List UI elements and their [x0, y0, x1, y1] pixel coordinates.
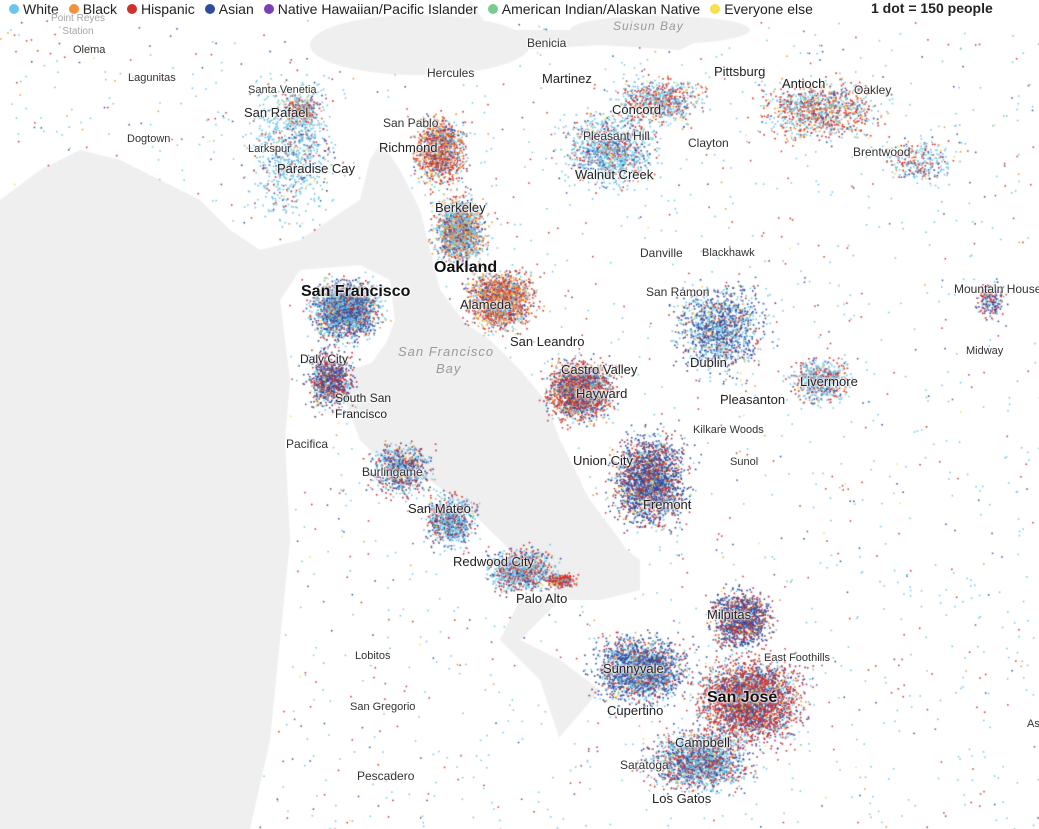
legend-label: White	[23, 1, 59, 17]
place-label-palo-alto: Palo Alto	[516, 591, 568, 606]
place-label-richmond: Richmond	[379, 140, 438, 155]
place-label-san-francisco: San Francisco	[301, 283, 411, 300]
legend-item-native: American Indian/Alaskan Native	[487, 1, 701, 17]
place-label-campbell: Campbell	[675, 735, 730, 750]
legend-scale: 1 dot = 150 people	[871, 0, 993, 16]
place-label-berkeley: Berkeley	[435, 200, 486, 215]
legend-label: Everyone else	[724, 1, 813, 17]
place-label-los-gatos: Los Gatos	[652, 791, 712, 806]
place-label-san-jose: San José	[707, 689, 778, 706]
place-label-san-rafael: San Rafael	[244, 105, 309, 120]
place-label-larkspur: Larkspur	[248, 143, 291, 155]
legend-item-hispanic: Hispanic	[127, 1, 195, 17]
place-label-daly-city: Daly City	[300, 352, 349, 366]
place-label-dublin: Dublin	[690, 355, 727, 370]
place-label-cupertino: Cupertino	[607, 703, 664, 718]
water-label-sf-bay-1: San Francisco	[398, 344, 495, 359]
place-label-clayton: Clayton	[688, 136, 729, 150]
legend-item-everyone-else: Everyone else	[710, 1, 813, 17]
place-label-south-sf-2: Francisco	[335, 407, 388, 421]
legend: White Black Hispanic Asian Native Hawaii…	[0, 0, 1039, 18]
place-label-union-city: Union City	[573, 453, 633, 468]
place-label-san-leandro: San Leandro	[510, 334, 585, 349]
pacific-islander-dot-icon	[263, 4, 274, 14]
place-label-brentwood: Brentwood	[853, 145, 911, 159]
legend-label: American Indian/Alaskan Native	[501, 1, 701, 17]
legend-label: Asian	[218, 1, 254, 17]
hispanic-dot-icon	[127, 4, 138, 14]
place-label-pleasanton: Pleasanton	[720, 392, 786, 407]
native-dot-icon	[487, 4, 498, 14]
place-label-midway: Midway	[966, 345, 1004, 357]
place-label-concord: Concord	[612, 102, 662, 117]
place-label-point-reyes: Point Reyes Station	[51, 13, 105, 37]
legend-label: Native Hawaiian/Pacific Islander	[277, 1, 478, 17]
place-label-pacifica: Pacifica	[286, 437, 329, 451]
legend-item-black: Black	[68, 1, 118, 17]
place-label-santa-venetia: Santa Venetia	[248, 84, 317, 96]
place-label-san-gregorio: San Gregorio	[350, 701, 416, 713]
place-label-lagunitas: Lagunitas	[128, 72, 176, 84]
asian-dot-icon	[204, 4, 215, 14]
place-label-antioch: Antioch	[782, 76, 826, 91]
place-label-sunnyvale: Sunnyvale	[603, 661, 664, 676]
place-label-east-foothills: East Foothills	[764, 652, 831, 664]
place-label-fremont: Fremont	[643, 497, 692, 512]
place-label-edge: As	[1027, 718, 1039, 730]
place-label-san-ramon: San Ramon	[646, 285, 710, 299]
place-label-alameda: Alameda	[460, 297, 512, 312]
white-dot-icon	[9, 4, 19, 14]
water-label-suisun-bay: Suisun Bay	[613, 19, 684, 33]
place-label-san-mateo: San Mateo	[408, 501, 471, 516]
place-label-benicia: Benicia	[527, 36, 567, 50]
place-label-walnut-creek: Walnut Creek	[575, 167, 654, 182]
place-label-oakley: Oakley	[854, 83, 892, 97]
place-label-san-pablo: San Pablo	[383, 116, 439, 130]
place-label-blackhawk: Blackhawk	[702, 247, 755, 259]
place-label-burlingame: Burlingame	[362, 465, 423, 479]
place-label-hayward: Hayward	[576, 386, 628, 401]
place-label-castro-valley: Castro Valley	[561, 362, 638, 377]
place-label-martinez: Martinez	[542, 71, 592, 86]
place-label-dogtown: Dogtown	[127, 133, 171, 145]
place-label-olema: Olema	[73, 44, 106, 56]
legend-item-asian: Asian	[204, 1, 254, 17]
place-label-mountain-house: Mountain House	[954, 282, 1039, 296]
place-label-lobitos: Lobitos	[355, 650, 391, 662]
place-label-paradise-cay: Paradise Cay	[277, 161, 356, 176]
legend-item-pacific-islander: Native Hawaiian/Pacific Islander	[263, 1, 478, 17]
place-label-pittsburg: Pittsburg	[714, 64, 766, 79]
place-label-south-sf-1: South San	[335, 391, 392, 405]
place-label-redwood-city: Redwood City	[453, 554, 534, 569]
place-label-oakland: Oakland	[434, 259, 498, 276]
place-label-pleasant-hill: Pleasant Hill	[583, 129, 650, 143]
water-label-sf-bay-2: Bay	[436, 361, 462, 376]
legend-item-white: White	[9, 1, 59, 17]
place-label-hercules: Hercules	[427, 66, 475, 80]
place-label-livermore: Livermore	[800, 374, 858, 389]
legend-label: Black	[82, 1, 118, 17]
black-dot-icon	[68, 4, 79, 14]
place-label-milpitas: Milpitas	[707, 607, 752, 622]
place-label-sunol: Sunol	[730, 456, 759, 468]
legend-label: Hispanic	[141, 1, 195, 17]
everyone-else-dot-icon	[710, 4, 721, 14]
place-label-pescadero: Pescadero	[357, 769, 415, 783]
place-label-saratoga: Saratoga	[620, 758, 669, 772]
place-label-kilkare-woods: Kilkare Woods	[693, 424, 764, 436]
place-label-danville: Danville	[640, 246, 683, 260]
